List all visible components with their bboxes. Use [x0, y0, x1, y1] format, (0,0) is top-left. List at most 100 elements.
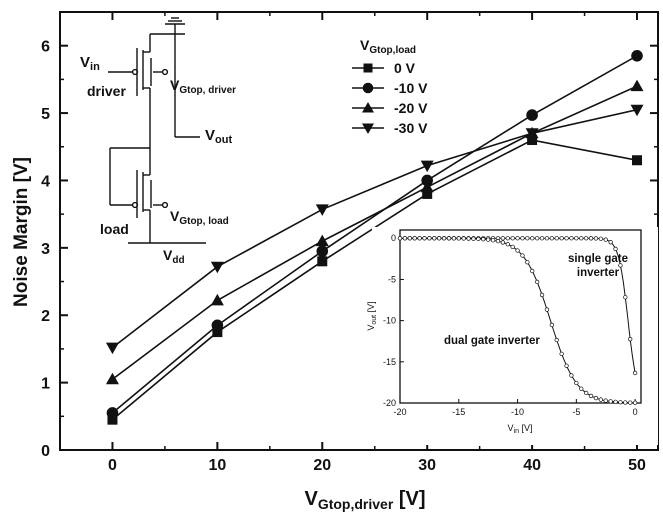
inset-point-dual-gate-inverter [613, 399, 618, 405]
inset-point-single-gate-inverter [539, 236, 545, 241]
legend-marker [362, 102, 374, 113]
inset-point-single-gate-inverter [544, 236, 550, 241]
vgtop-driver-label: VGtop, driver [170, 77, 236, 96]
inset-point-dual-gate-inverter [441, 236, 447, 241]
data-point-10v [316, 245, 329, 258]
y-tick-label: 6 [41, 39, 50, 56]
inset-point-dual-gate-inverter [510, 244, 515, 250]
inset-annotation-dual-gate: dual gate inverter [444, 335, 540, 347]
load-top-gate-terminal [161, 201, 169, 209]
inset-point-dual-gate-inverter [402, 236, 408, 241]
inset-point-dual-gate-inverter [628, 400, 633, 405]
inset-point-dual-gate-inverter [525, 260, 530, 265]
inset-point-dual-gate-inverter [466, 236, 471, 241]
inset-point-dual-gate-inverter [583, 390, 589, 396]
data-point-30v [525, 128, 539, 140]
inset-annotation-single-gate: single gate inverter [568, 253, 628, 279]
y-tick-label: 4 [41, 173, 50, 190]
inset-point-dual-gate-inverter [446, 236, 452, 241]
vgtop-load-label: VGtop, load [170, 208, 229, 227]
inset-point-dual-gate-inverter [544, 307, 550, 312]
inset-point-single-gate-inverter [520, 236, 525, 241]
inset-x-tick-label: -10 [511, 407, 524, 417]
x-tick-label: 0 [108, 457, 117, 474]
data-point-0v [317, 256, 328, 267]
inset-point-dual-gate-inverter [530, 268, 535, 274]
driver-top-gate-terminal [161, 68, 169, 76]
vin-label: Vin [80, 54, 100, 73]
data-point-0v [527, 135, 538, 146]
data-point-20v [420, 180, 434, 193]
x-tick-label: 40 [523, 457, 541, 474]
x-tick-label: 50 [628, 457, 646, 474]
main-series-group [105, 50, 644, 425]
inset-point-dual-gate-inverter [623, 400, 628, 405]
vout-label: Vout [205, 127, 232, 146]
x-tick-label: 20 [313, 457, 331, 474]
inset-point-single-gate-inverter [535, 236, 540, 241]
series-line-20v [111, 85, 638, 380]
x-tick-label: 30 [418, 457, 436, 474]
inset-point-dual-gate-inverter [500, 240, 506, 245]
inset-point-dual-gate-inverter [515, 248, 520, 253]
inset-point-single-gate-inverter [559, 236, 564, 241]
data-point-0v [422, 188, 433, 199]
legend-label: -20 V [394, 100, 428, 116]
vdd-label: Vdd [163, 247, 185, 266]
inset-point-single-gate-inverter [549, 236, 554, 241]
inset-point-single-gate-inverter [583, 236, 589, 241]
inset-point-dual-gate-inverter [422, 236, 427, 241]
inset-x-tick-label: -20 [393, 407, 406, 417]
inset-point-dual-gate-inverter [539, 292, 545, 298]
inset-point-dual-gate-inverter [451, 236, 457, 241]
inset-point-dual-gate-inverter [632, 400, 638, 405]
inset-point-single-gate-inverter [515, 236, 520, 241]
inset-point-dual-gate-inverter [437, 236, 442, 241]
inset-y-tick-label: -15 [383, 357, 396, 367]
x-axis-title: VGtop,driver [V] [304, 488, 425, 512]
data-point-10v [211, 319, 224, 332]
data-point-0v [212, 327, 223, 338]
inset-point-dual-gate-inverter [456, 236, 461, 241]
inset-point-dual-gate-inverter [427, 236, 432, 241]
inset-point-dual-gate-inverter [554, 337, 559, 343]
inset-frame [399, 229, 642, 404]
legend-label: -30 V [394, 120, 428, 136]
inset-point-dual-gate-inverter [407, 236, 412, 241]
inset-point-dual-gate-inverter [471, 236, 476, 241]
inset-point-single-gate-inverter [574, 236, 579, 241]
inset-point-single-gate-inverter [608, 240, 613, 245]
inset-point-single-gate-inverter [554, 236, 559, 241]
inset-point-dual-gate-inverter [495, 238, 501, 244]
inset-point-single-gate-inverter [593, 236, 599, 241]
inset-point-dual-gate-inverter [481, 237, 486, 242]
legend-marker [362, 123, 374, 134]
inset-y-tick-label: -20 [383, 398, 396, 408]
series-line-10v [111, 55, 638, 414]
inset-point-dual-gate-inverter [486, 237, 491, 242]
inset-point-single-gate-inverter [569, 236, 574, 241]
data-point-30v [210, 261, 224, 274]
inset-point-single-gate-inverter [628, 337, 633, 342]
inset-point-dual-gate-inverter [520, 253, 525, 258]
inset-point-dual-gate-inverter [505, 242, 510, 247]
inset-point-dual-gate-inverter [417, 236, 422, 241]
inset-point-dual-gate-inverter [598, 397, 603, 402]
inset-background [372, 227, 658, 445]
inset-y-tick-label: -5 [388, 274, 396, 284]
inset-point-dual-gate-inverter [593, 395, 599, 401]
inverter-circuit-schematic [108, 17, 206, 244]
inset-point-dual-gate-inverter [535, 279, 540, 285]
data-point-20v [105, 372, 119, 385]
inset-point-single-gate-inverter [603, 237, 608, 242]
inset-point-dual-gate-inverter [412, 236, 417, 241]
inset-point-single-gate-inverter [510, 236, 515, 241]
y-tick-label: 1 [41, 376, 50, 393]
legend-label: -10 V [394, 80, 428, 96]
data-point-30v [105, 342, 119, 355]
inset-point-single-gate-inverter [623, 295, 628, 300]
legend-title: VGtop,load [360, 37, 416, 56]
inset-point-dual-gate-inverter [564, 363, 569, 368]
data-point-20v [630, 79, 644, 92]
